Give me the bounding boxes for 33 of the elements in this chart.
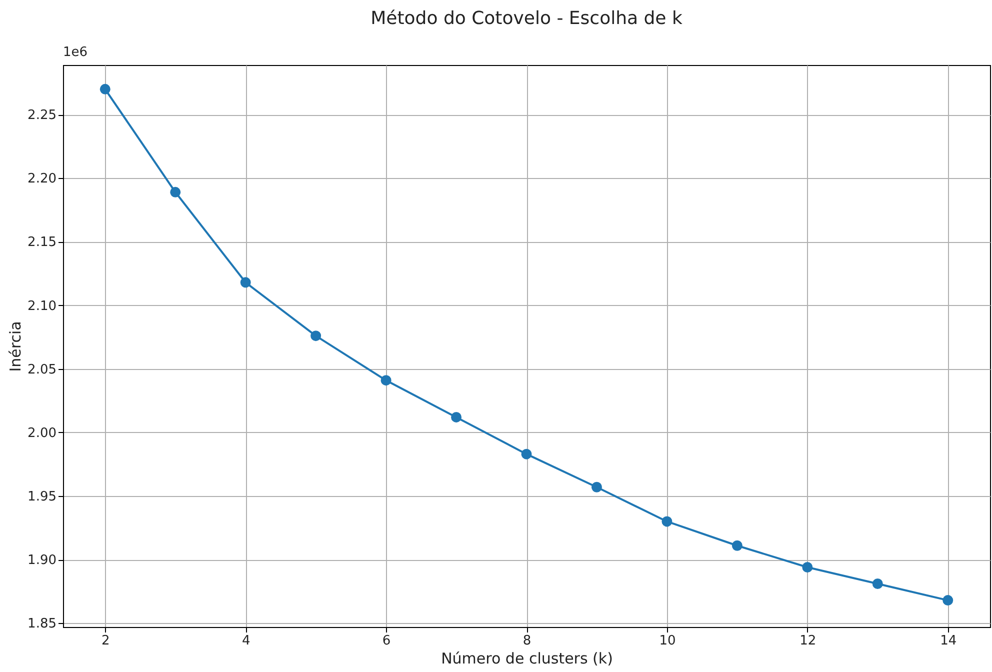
x-axis-title: Número de clusters (k)	[441, 650, 613, 668]
x-tick-label: 6	[382, 634, 391, 648]
y-tick-label: 2.10	[28, 298, 56, 314]
y-tick-label: 2.15	[28, 235, 56, 250]
y-tick-label: 2.20	[28, 172, 56, 187]
point	[310, 330, 322, 342]
y-tick-label: 1.90	[28, 553, 56, 568]
text: 1e6	[63, 45, 88, 60]
point	[521, 448, 532, 460]
point	[802, 562, 813, 572]
y-tick-label: 2.25	[28, 108, 56, 124]
x-tick-label: 14	[940, 634, 957, 648]
y-tick-label: 1.95	[28, 490, 56, 505]
point	[942, 595, 954, 606]
point	[872, 578, 883, 590]
chart-title: Método do Cotovelo - Escolha de k	[370, 8, 683, 29]
y-tick-label: 2.05	[28, 362, 56, 378]
x-tick-label: 2	[101, 634, 110, 648]
point	[170, 186, 181, 198]
point	[451, 412, 462, 422]
x-tick-label: 10	[659, 634, 676, 648]
point	[240, 277, 251, 288]
point	[380, 375, 392, 386]
x-tick-label: 8	[522, 634, 532, 648]
point	[662, 516, 672, 527]
y-tick-label: 2.00	[28, 426, 56, 441]
x-tick-label: 12	[800, 634, 816, 648]
y-axis-title: Inércia	[6, 321, 25, 372]
x-tick-label: 4	[242, 634, 250, 648]
point	[100, 84, 110, 94]
point	[732, 540, 742, 551]
point	[591, 482, 602, 492]
y-tick-label: 1.85	[28, 616, 56, 632]
